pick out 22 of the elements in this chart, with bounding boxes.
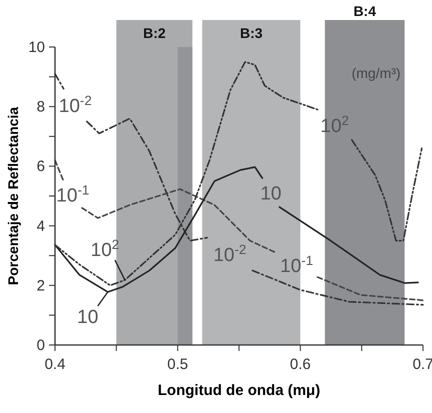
x-tick-label: 0.5 (167, 356, 188, 373)
band-label: B:2 (143, 25, 166, 41)
band-label: B:3 (240, 25, 263, 41)
x-tick-label: 0.6 (290, 356, 311, 373)
annotation: 10$^{-2}$ (213, 242, 246, 266)
annotation: 10$^{-2}$ (58, 92, 92, 118)
y-axis-title: Porcentaje de Reflectancia (5, 106, 21, 286)
annotation: 10$^{-1}$ (56, 182, 90, 207)
x-axis-title: Longitud de onda (mμ) (158, 382, 320, 399)
x-tick-label: 0.4 (44, 356, 66, 373)
annotation: 10$^{2}$ (90, 236, 120, 262)
annotation: 10$^{-1}$ (280, 252, 314, 277)
annotation: 10 (77, 306, 98, 328)
y-tick-label: 2 (36, 277, 45, 294)
y-tick-label: 4 (36, 218, 45, 235)
annotation: (mg/m³) (352, 65, 401, 81)
band-label: B:4 (353, 3, 376, 19)
y-tick-label: 8 (36, 98, 45, 116)
y-tick-label: 6 (36, 158, 45, 176)
y-tick-label: 10 (28, 39, 45, 56)
y-tick-label: 0 (36, 337, 45, 354)
annotation: 10 (260, 184, 282, 205)
